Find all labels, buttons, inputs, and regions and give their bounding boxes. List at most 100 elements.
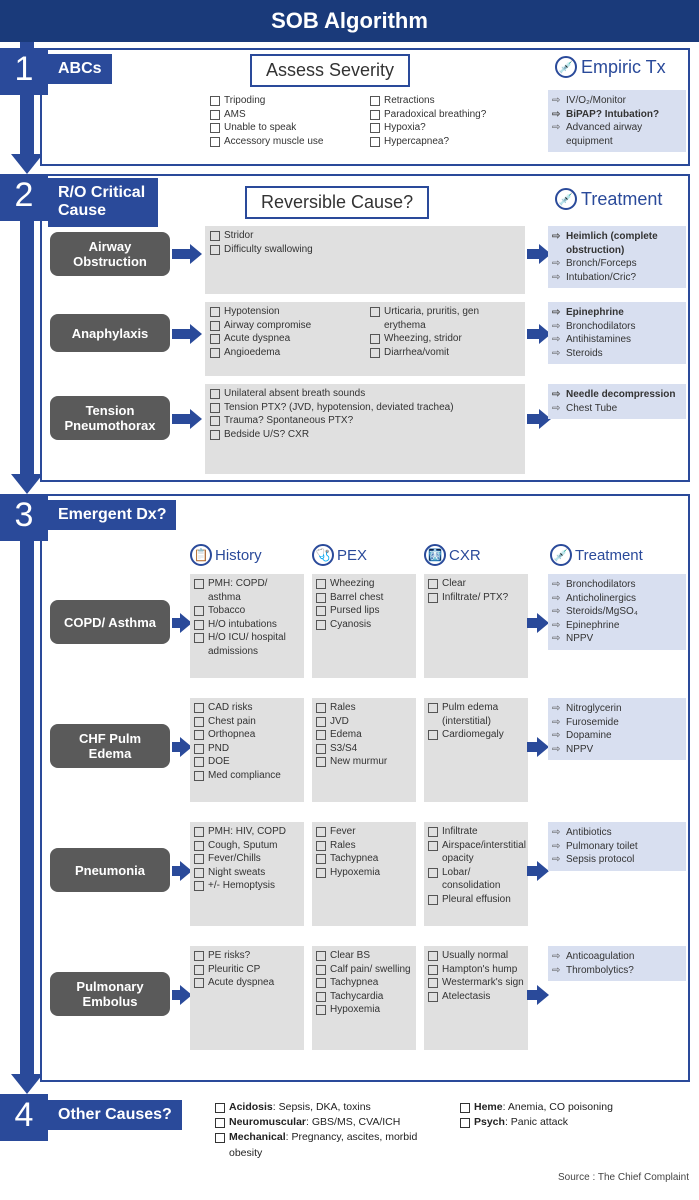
airway-col1: StridorDifficulty swallowing — [210, 229, 510, 256]
treatment-item: IV/O₂/Monitor — [552, 94, 682, 108]
treatment-item: Antihistamines — [552, 333, 682, 347]
checklist-item: Paradoxical breathing? — [370, 108, 520, 122]
dx-cxr: InfiltrateAirspace/interstitial opacityL… — [428, 825, 524, 906]
arrow-dx-in — [172, 618, 182, 628]
other-col1: Acidosis: Sepsis, DKA, toxinsNeuromuscul… — [215, 1100, 445, 1161]
checklist-item: H/O ICU/ hospital admissions — [194, 631, 300, 658]
checklist-item: AMS — [210, 108, 360, 122]
treatment-item: Nitroglycerin — [552, 702, 682, 716]
arrow-dx-out — [527, 990, 539, 1000]
checklist-item: Urticaria, pruritis, gen erythema — [370, 305, 520, 332]
dx-cxr: Pulm edema (interstitial)Cardiomegaly — [428, 701, 524, 742]
arrow-airway-2 — [527, 249, 541, 259]
dx-tx: AntibioticsPulmonary toiletSepsis protoc… — [548, 822, 686, 871]
arrow-ptx-2 — [527, 414, 541, 424]
dx-hist: PMH: COPD/ asthmaTobaccoH/O intubationsH… — [194, 577, 300, 658]
step-title-1: ABCs — [48, 54, 112, 84]
checklist-item: Westermark's sign — [428, 976, 524, 990]
ana-col1: HypotensionAirway compromiseAcute dyspne… — [210, 305, 360, 359]
dx-tx: BronchodilatorsAnticholinergicsSteroids/… — [548, 574, 686, 650]
other-cause-item: Heme: Anemia, CO poisoning — [460, 1100, 660, 1115]
step-number-4: 4 — [0, 1094, 48, 1141]
checklist-item: DOE — [194, 755, 300, 769]
treatment-head-2: 💉 Treatment — [555, 188, 662, 210]
dx-pex: FeverRalesTachypneaHypoxemia — [316, 825, 412, 879]
syringe-icon: 💉 — [555, 56, 577, 78]
checklist-item: New murmur — [316, 755, 412, 769]
title-banner: SOB Algorithm — [0, 0, 699, 42]
dx-label: Pulmonary Embolus — [50, 972, 170, 1016]
ana-col2: Urticaria, pruritis, gen erythemaWheezin… — [370, 305, 520, 359]
checklist-item: Barrel chest — [316, 591, 412, 605]
checklist-item: Atelectasis — [428, 990, 524, 1004]
s1-col2: RetractionsParadoxical breathing?Hypoxia… — [370, 94, 520, 148]
treatment-item: Epinephrine — [552, 619, 682, 633]
checklist-item: Unable to speak — [210, 121, 360, 135]
arrow-ana-1 — [172, 329, 192, 339]
treatment-item: Needle decompression — [552, 388, 682, 402]
stethoscope-icon: 🩺 — [312, 544, 334, 566]
checklist-item: Rales — [316, 839, 412, 853]
checklist-item: Angioedema — [210, 346, 360, 360]
airway-tx: Heimlich (complete obstruction)Bronch/Fo… — [548, 226, 686, 288]
dx-cxr: Usually normalHampton's humpWestermark's… — [428, 949, 524, 1003]
checklist-item: Infiltrate — [428, 825, 524, 839]
checklist-item: Stridor — [210, 229, 510, 243]
other-cause-item: Psych: Panic attack — [460, 1115, 660, 1130]
cause-airway: Airway Obstruction — [50, 232, 170, 276]
arrow-dx-out — [527, 866, 539, 876]
empiric-tx-label: Empiric Tx — [581, 57, 666, 78]
clipboard-icon: 📋 — [190, 544, 212, 566]
section-2: 2 R/O Critical Cause Reversible Cause? 💉… — [0, 174, 699, 494]
checklist-item: PE risks? — [194, 949, 300, 963]
checklist-item: Calf pain/ swelling — [316, 963, 412, 977]
treatment-label-2: Treatment — [581, 189, 662, 210]
dx-pex: Clear BSCalf pain/ swellingTachypneaTach… — [316, 949, 412, 1017]
checklist-item: Clear — [428, 577, 524, 591]
dx-hist: PMH: HIV, COPDCough, SputumFever/ChillsN… — [194, 825, 300, 893]
ptx-col1: Unilateral absent breath soundsTension P… — [210, 387, 510, 441]
checklist-item: Hypotension — [210, 305, 360, 319]
checklist-item: Night sweats — [194, 866, 300, 880]
treatment-item: Steroids — [552, 347, 682, 361]
dx-hist: CAD risksChest painOrthopneaPNDDOEMed co… — [194, 701, 300, 782]
section-1: 1 ABCs Assess Severity 💉 Empiric Tx Trip… — [0, 42, 699, 174]
checklist-item: H/O intubations — [194, 618, 300, 632]
history-label: History — [215, 547, 262, 564]
treatment-item: Pulmonary toilet — [552, 840, 682, 854]
arrow-dx-in — [172, 990, 182, 1000]
arrowhead-2 — [11, 474, 43, 494]
treatment-item: Anticoagulation — [552, 950, 682, 964]
checklist-item: Airway compromise — [210, 319, 360, 333]
treatment-item: Bronchodilators — [552, 578, 682, 592]
checklist-item: Med compliance — [194, 769, 300, 783]
checklist-item: Tension PTX? (JVD, hypotension, deviated… — [210, 401, 510, 415]
arrowhead-3 — [11, 1074, 43, 1094]
checklist-item: Hypoxia? — [370, 121, 520, 135]
checklist-item: Fever — [316, 825, 412, 839]
checklist-item: Usually normal — [428, 949, 524, 963]
pex-head: 🩺PEX — [312, 544, 367, 566]
step-title-3: Emergent Dx? — [48, 500, 176, 530]
checklist-item: Tachypnea — [316, 976, 412, 990]
checklist-item: Pursed lips — [316, 604, 412, 618]
checklist-item: PMH: COPD/ asthma — [194, 577, 300, 604]
arrow-ana-2 — [527, 329, 541, 339]
cause-anaphylaxis: Anaphylaxis — [50, 314, 170, 352]
arrow-ptx-1 — [172, 414, 192, 424]
treatment-item: Advanced airway equipment — [552, 121, 682, 148]
checklist-item: Hypoxemia — [316, 866, 412, 880]
checklist-item: S3/S4 — [316, 742, 412, 756]
checklist-item: Diarrhea/vomit — [370, 346, 520, 360]
treatment-item: Antibiotics — [552, 826, 682, 840]
checklist-item: Tachypnea — [316, 852, 412, 866]
dx-pex: RalesJVDEdemaS3/S4New murmur — [316, 701, 412, 769]
dx-pex: WheezingBarrel chestPursed lipsCyanosis — [316, 577, 412, 631]
treatment-item: Chest Tube — [552, 402, 682, 416]
cxr-label: CXR — [449, 547, 481, 564]
reversible-cause-box: Reversible Cause? — [245, 186, 429, 219]
arrowhead-1 — [11, 154, 43, 174]
checklist-item: CAD risks — [194, 701, 300, 715]
cause-ptx: Tension Pneumothorax — [50, 396, 170, 440]
other-col2: Heme: Anemia, CO poisoningPsych: Panic a… — [460, 1100, 660, 1130]
